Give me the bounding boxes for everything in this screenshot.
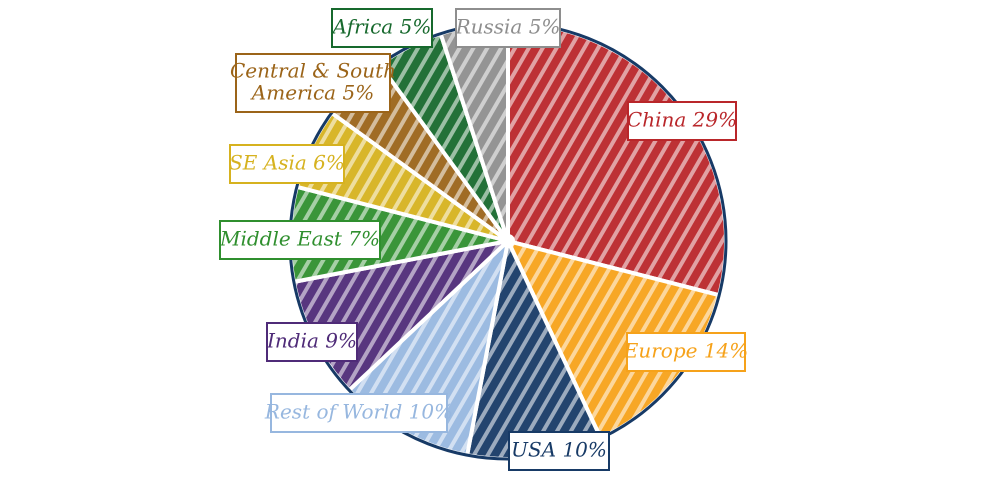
pie-label-usa-10: USA 10% xyxy=(508,431,610,471)
pie-label-text: India 9% xyxy=(266,329,357,353)
label-box xyxy=(455,8,561,48)
pie-label-text: Africa 5% xyxy=(331,15,432,39)
pie-label-line-2: America 5% xyxy=(250,81,374,105)
pie-label-text: China 29% xyxy=(627,108,737,132)
pie-label-india-9: India 9% xyxy=(266,322,358,362)
label-box xyxy=(229,144,345,184)
pie-label-text: Middle East 7% xyxy=(219,227,380,251)
pie-label-africa-5: Africa 5% xyxy=(331,8,433,48)
label-box xyxy=(508,431,610,471)
pie-label-china-29: China 29% xyxy=(627,101,737,141)
pie-label-text: Europe 14% xyxy=(623,339,749,363)
label-box xyxy=(266,322,358,362)
label-box xyxy=(235,53,391,113)
pie-label-russia-5: Russia 5% xyxy=(455,8,561,48)
pie-center-dot xyxy=(501,234,515,248)
pie-label-middle-east-7: Middle East 7% xyxy=(219,220,381,260)
label-box xyxy=(626,332,746,372)
pie-label-text: USA 10% xyxy=(511,438,607,462)
pie-label-text: SE Asia 6% xyxy=(229,151,345,175)
label-box xyxy=(219,220,381,260)
pie-label-rest-of-world-10: Rest of World 10% xyxy=(264,393,453,433)
pie-label-text: Russia 5% xyxy=(455,15,561,39)
pie-label-se-asia-6: SE Asia 6% xyxy=(229,144,345,184)
pie-label-text: Rest of World 10% xyxy=(264,400,453,424)
pie-labels: China 29% Europe 14% USA 10% Rest of World … xyxy=(219,8,749,471)
pie-label-europe-14: Europe 14% xyxy=(623,332,749,372)
label-box xyxy=(331,8,433,48)
label-box xyxy=(270,393,448,433)
label-box xyxy=(627,101,737,141)
pie-label-line-1: Central & South xyxy=(230,59,396,83)
